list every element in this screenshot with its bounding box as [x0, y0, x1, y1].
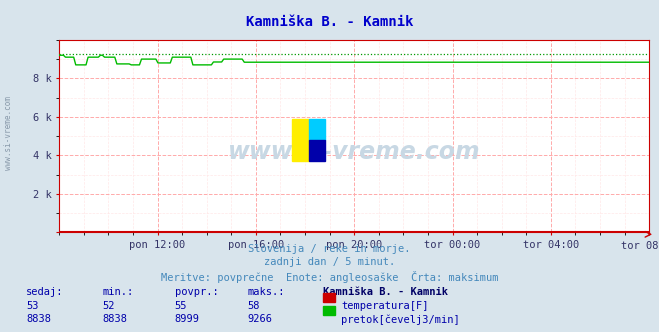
Text: Slovenija / reke in morje.: Slovenija / reke in morje.: [248, 244, 411, 254]
Text: 8838: 8838: [102, 314, 127, 324]
Text: 58: 58: [247, 301, 260, 311]
Text: tor 08:00: tor 08:00: [621, 241, 659, 251]
Text: pretok[čevelj3/min]: pretok[čevelj3/min]: [341, 314, 460, 325]
Text: www.si-vreme.com: www.si-vreme.com: [4, 96, 13, 170]
Text: povpr.:: povpr.:: [175, 287, 218, 297]
Bar: [309, 119, 326, 140]
Text: temperatura[F]: temperatura[F]: [341, 301, 429, 311]
Text: 53: 53: [26, 301, 39, 311]
Bar: [293, 119, 309, 161]
Text: Meritve: povprečne  Enote: angleosaške  Črta: maksimum: Meritve: povprečne Enote: angleosaške Čr…: [161, 271, 498, 283]
Text: Kamniška B. - Kamnik: Kamniška B. - Kamnik: [323, 287, 448, 297]
Text: 52: 52: [102, 301, 115, 311]
Text: zadnji dan / 5 minut.: zadnji dan / 5 minut.: [264, 257, 395, 267]
Text: 8999: 8999: [175, 314, 200, 324]
Bar: [309, 140, 326, 161]
Text: 55: 55: [175, 301, 187, 311]
Text: 9266: 9266: [247, 314, 272, 324]
Text: Kamniška B. - Kamnik: Kamniška B. - Kamnik: [246, 15, 413, 29]
Text: sedaj:: sedaj:: [26, 287, 64, 297]
Text: min.:: min.:: [102, 287, 133, 297]
Text: www.si-vreme.com: www.si-vreme.com: [228, 139, 480, 164]
Text: maks.:: maks.:: [247, 287, 285, 297]
Text: 8838: 8838: [26, 314, 51, 324]
